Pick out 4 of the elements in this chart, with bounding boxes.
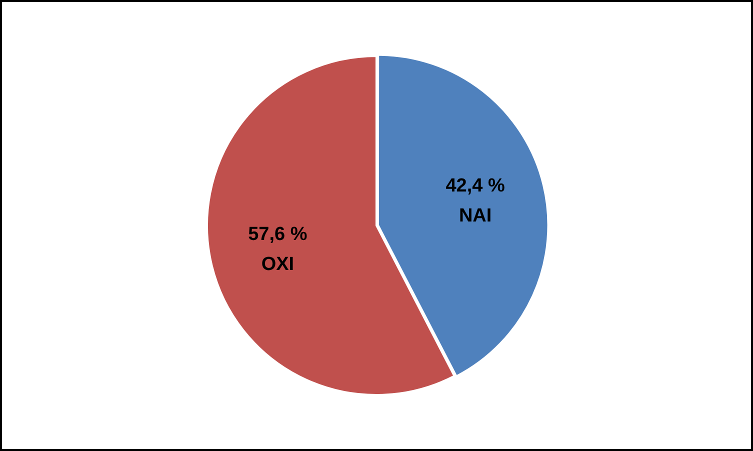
slice-label: OXI: [261, 254, 294, 275]
slice-label: NAI: [458, 206, 492, 227]
data-label: 57,6 %: [248, 224, 308, 245]
data-label: 42,4 %: [446, 176, 505, 197]
